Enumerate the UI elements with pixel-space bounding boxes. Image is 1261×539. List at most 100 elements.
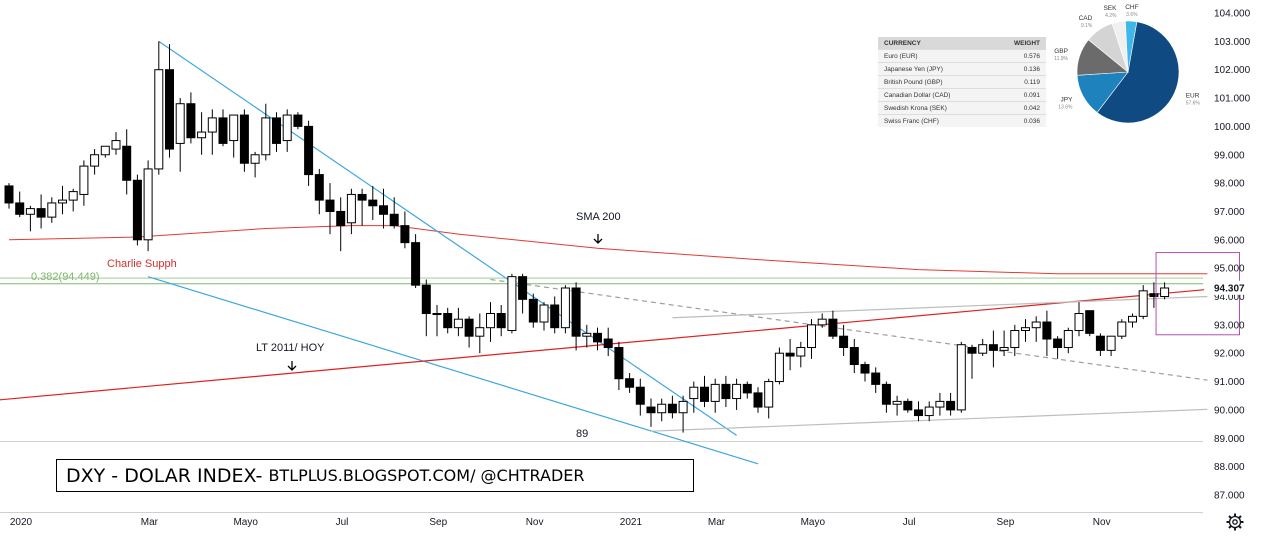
- bull-candle-body: [582, 332, 592, 337]
- candle: [732, 378, 742, 410]
- bear-candle-body: [122, 145, 132, 181]
- candle: [999, 330, 1009, 357]
- pie-percent: 11.9%: [1054, 56, 1068, 62]
- bull-candle-body: [90, 154, 100, 167]
- bull-candle-body: [250, 154, 260, 164]
- bear-candle-body: [336, 210, 346, 227]
- candle: [560, 285, 570, 334]
- candle: [924, 401, 934, 422]
- annotation-sma-200: SMA 200: [576, 211, 621, 223]
- bear-candle-body: [443, 313, 453, 329]
- candle: [336, 197, 346, 252]
- bear-candle-body: [389, 213, 399, 227]
- fib-level-label: 0.382(94.449): [31, 271, 100, 283]
- candle: [1095, 333, 1105, 357]
- pie-percent: 4.2%: [1105, 13, 1117, 19]
- bear-candle-body: [314, 174, 324, 201]
- candle: [518, 273, 528, 314]
- candle: [475, 313, 485, 354]
- time-tick-label: Mayo: [801, 517, 826, 528]
- candle: [796, 341, 806, 368]
- bull-candle-body: [1063, 330, 1073, 349]
- bull-candle-body: [678, 400, 688, 414]
- bull-candle-body: [58, 199, 67, 204]
- time-tick-label: 2021: [620, 517, 643, 528]
- sma-200-line: [8, 225, 1208, 275]
- candle: [1117, 319, 1127, 340]
- price-tick-label: 94.000: [1214, 292, 1245, 303]
- candle: [175, 98, 185, 172]
- bear-candle-body: [742, 383, 752, 394]
- candle: [946, 392, 956, 416]
- bear-candle-body: [753, 392, 763, 408]
- candle: [1074, 302, 1084, 337]
- bull-candle-body: [807, 324, 816, 349]
- bear-candle-body: [946, 400, 956, 411]
- pie-percent: 9.1%: [1081, 23, 1093, 29]
- bull-candle-body: [47, 202, 57, 218]
- candle: [1042, 310, 1052, 357]
- candle: [807, 319, 816, 359]
- table-row: Swedish Krona (SEK) 0.042: [878, 101, 1046, 115]
- candle: [25, 205, 35, 232]
- candle: [154, 41, 164, 175]
- table-row: Japanese Yen (JPY) 0.136: [878, 62, 1046, 76]
- candle: [1085, 310, 1095, 337]
- bull-candle-body: [197, 131, 207, 139]
- bear-candle-body: [218, 117, 228, 144]
- bear-candle-body: [914, 409, 923, 417]
- time-tick-label: Nov: [526, 517, 544, 528]
- candle: [700, 375, 709, 408]
- bull-candle-body: [475, 327, 485, 337]
- candle: [860, 361, 870, 382]
- bull-candle-body: [1128, 315, 1137, 323]
- bull-candle-body: [999, 347, 1009, 351]
- candle: [207, 109, 217, 155]
- bull-candle-body: [560, 287, 570, 329]
- candle: [368, 185, 378, 220]
- time-tick-label: Jul: [903, 517, 916, 528]
- last-price-label: 94.307: [1214, 283, 1245, 294]
- bear-candle-body: [464, 318, 474, 337]
- candle: [689, 381, 699, 413]
- candle: [1160, 282, 1170, 300]
- bear-candle-body: [411, 242, 421, 286]
- bull-candle-body: [1031, 321, 1041, 329]
- bear-candle-body: [646, 406, 656, 414]
- candle: [186, 92, 196, 144]
- candle: [742, 381, 752, 399]
- price-tick-label: 96.000: [1214, 235, 1245, 246]
- candle: [165, 44, 174, 158]
- bear-candle-body: [593, 332, 602, 343]
- candle: [828, 310, 838, 340]
- bull-candle-body: [956, 344, 966, 411]
- bull-candle-body: [154, 69, 164, 170]
- candle: [486, 302, 495, 342]
- axes-layer: 104.000 103.000 102.000 101.000 100.000 99.00…: [0, 9, 1256, 528]
- candle: [753, 387, 763, 413]
- candle: [389, 197, 399, 229]
- bull-candle-body: [1117, 321, 1127, 337]
- bull-candle-body: [732, 383, 742, 400]
- bear-candle-body: [165, 69, 174, 150]
- bear-candle-body: [871, 372, 881, 385]
- time-tick-label: 2020: [10, 517, 33, 528]
- candle: [1128, 313, 1137, 328]
- bear-candle-body: [903, 400, 913, 411]
- dashed-resistance-trendline: [490, 278, 1208, 381]
- bull-candle-body: [100, 145, 110, 156]
- price-tick-label: 100.000: [1214, 122, 1251, 133]
- candle: [443, 307, 453, 334]
- candle: [79, 160, 89, 206]
- gear-icon[interactable]: [1225, 512, 1245, 532]
- bull-candle-body: [261, 117, 271, 156]
- candle: [58, 185, 67, 215]
- candle: [678, 395, 688, 433]
- candle: [411, 234, 421, 288]
- bear-candle-body: [849, 347, 859, 366]
- bull-candle-body: [817, 318, 827, 326]
- bear-candle-body: [1085, 310, 1095, 334]
- candle: [646, 398, 656, 427]
- bear-candle-body: [1149, 293, 1159, 298]
